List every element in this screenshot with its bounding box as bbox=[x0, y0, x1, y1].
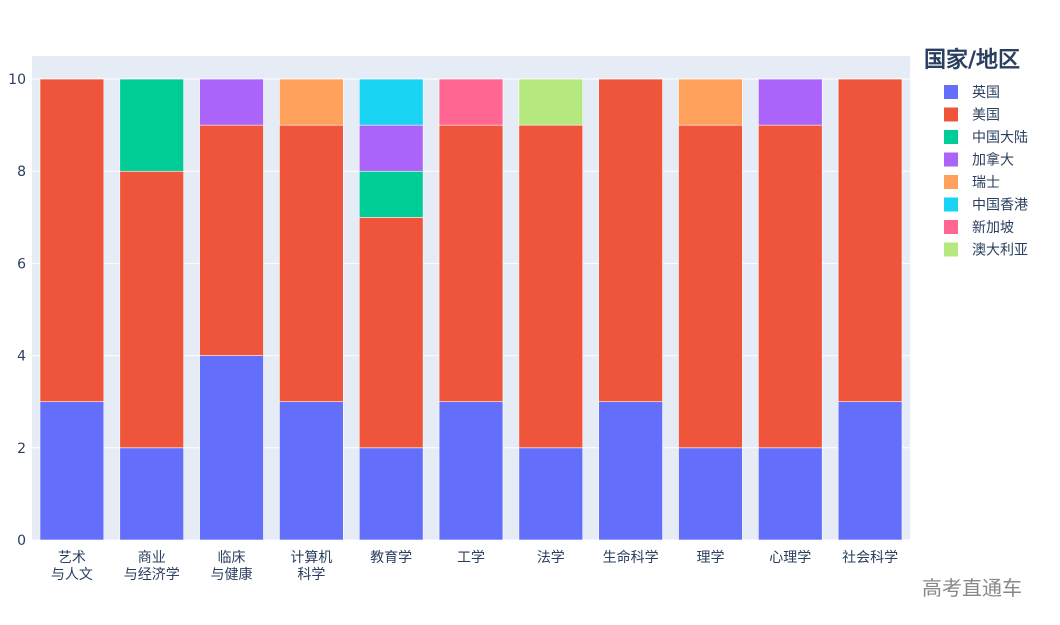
legend-swatch-4[interactable] bbox=[944, 175, 958, 189]
x-tick-label-3: 计算机科学 bbox=[290, 550, 332, 583]
x-tick-label-2: 临床与健康 bbox=[211, 550, 253, 583]
bar-4-series-2 bbox=[358, 170, 424, 218]
bar-9-series-0 bbox=[758, 447, 823, 541]
bars bbox=[39, 78, 903, 541]
bar-5-series-6 bbox=[438, 78, 504, 126]
y-tick-label-3: 6 bbox=[17, 256, 26, 272]
bar-9-series-3 bbox=[758, 78, 823, 126]
bar-1-series-0 bbox=[119, 447, 184, 541]
legend-swatch-6[interactable] bbox=[944, 220, 958, 234]
bar-5-series-1 bbox=[438, 124, 504, 403]
y-axis: 0 2 4 6 8 10 bbox=[8, 72, 26, 549]
bar-4-series-3 bbox=[358, 124, 424, 172]
legend-label-0[interactable]: 英国 bbox=[972, 84, 1000, 101]
bar-3-series-1 bbox=[279, 124, 344, 403]
bar-0-series-0 bbox=[39, 401, 105, 541]
bar-4-series-1 bbox=[358, 217, 424, 449]
bar-7-series-0 bbox=[598, 401, 663, 541]
bar-6-series-7 bbox=[518, 78, 584, 126]
x-tick-label-7: 生命科学 bbox=[603, 549, 659, 566]
bar-6-series-0 bbox=[518, 447, 584, 541]
legend-swatch-5[interactable] bbox=[944, 197, 958, 212]
y-tick-label-4: 8 bbox=[17, 164, 26, 180]
y-tick-label-5: 10 bbox=[8, 72, 26, 88]
x-tick-label-9: 心理学 bbox=[769, 550, 811, 566]
bar-4-series-5 bbox=[358, 78, 424, 126]
legend-swatch-2[interactable] bbox=[944, 130, 958, 144]
bar-1-series-1 bbox=[119, 170, 184, 449]
bar-8-series-1 bbox=[678, 124, 743, 449]
bar-3-series-4 bbox=[279, 78, 344, 126]
legend-swatch-0[interactable] bbox=[944, 85, 958, 99]
legend-label-4[interactable]: 瑞士 bbox=[972, 175, 1000, 191]
legend-label-7[interactable]: 澳大利亚 bbox=[972, 243, 1028, 259]
x-tick-label-10: 社会科学 bbox=[842, 550, 898, 566]
x-tick-label-8: 理学 bbox=[696, 550, 724, 566]
bar-8-series-4 bbox=[678, 78, 743, 126]
legend-swatch-3[interactable] bbox=[944, 152, 958, 167]
y-tick-label-0: 0 bbox=[17, 533, 26, 549]
legend-label-6[interactable]: 新加坡 bbox=[972, 220, 1014, 236]
legend-label-1[interactable]: 美国 bbox=[972, 108, 1000, 124]
legend-label-3[interactable]: 加拿大 bbox=[972, 152, 1014, 169]
x-tick-label-4: 教育学 bbox=[370, 550, 412, 566]
bar-8-series-0 bbox=[678, 447, 743, 541]
bar-9-series-1 bbox=[758, 124, 823, 449]
x-tick-label-0: 艺术与人文 bbox=[51, 550, 93, 583]
x-tick-label-1: 商业与经济学 bbox=[124, 550, 180, 583]
bar-7-series-1 bbox=[598, 78, 663, 403]
x-tick-label-6: 法学 bbox=[537, 550, 565, 566]
bar-2-series-1 bbox=[199, 124, 264, 356]
legend-swatch-1[interactable] bbox=[944, 107, 958, 122]
bar-5-series-0 bbox=[438, 401, 504, 541]
bar-3-series-0 bbox=[279, 401, 344, 541]
bar-4-series-0 bbox=[358, 447, 424, 541]
bar-10-series-0 bbox=[837, 401, 903, 541]
bar-6-series-1 bbox=[518, 124, 584, 449]
bar-1-series-2 bbox=[119, 78, 184, 172]
legend-label-5[interactable]: 中国香港 bbox=[972, 198, 1028, 214]
bar-2-series-3 bbox=[199, 78, 264, 126]
watermark-text: 高考直通车 bbox=[922, 576, 1022, 600]
bar-0-series-1 bbox=[39, 78, 105, 403]
y-tick-label-1: 2 bbox=[17, 441, 26, 457]
bar-10-series-1 bbox=[837, 78, 903, 403]
legend-title: 国家/地区 bbox=[924, 47, 1020, 73]
legend-label-2[interactable]: 中国大陆 bbox=[972, 130, 1028, 146]
legend-swatch-7[interactable] bbox=[944, 242, 958, 257]
x-tick-label-5: 工学 bbox=[457, 550, 485, 566]
bar-2-series-0 bbox=[199, 355, 264, 541]
y-tick-label-2: 4 bbox=[17, 349, 26, 365]
